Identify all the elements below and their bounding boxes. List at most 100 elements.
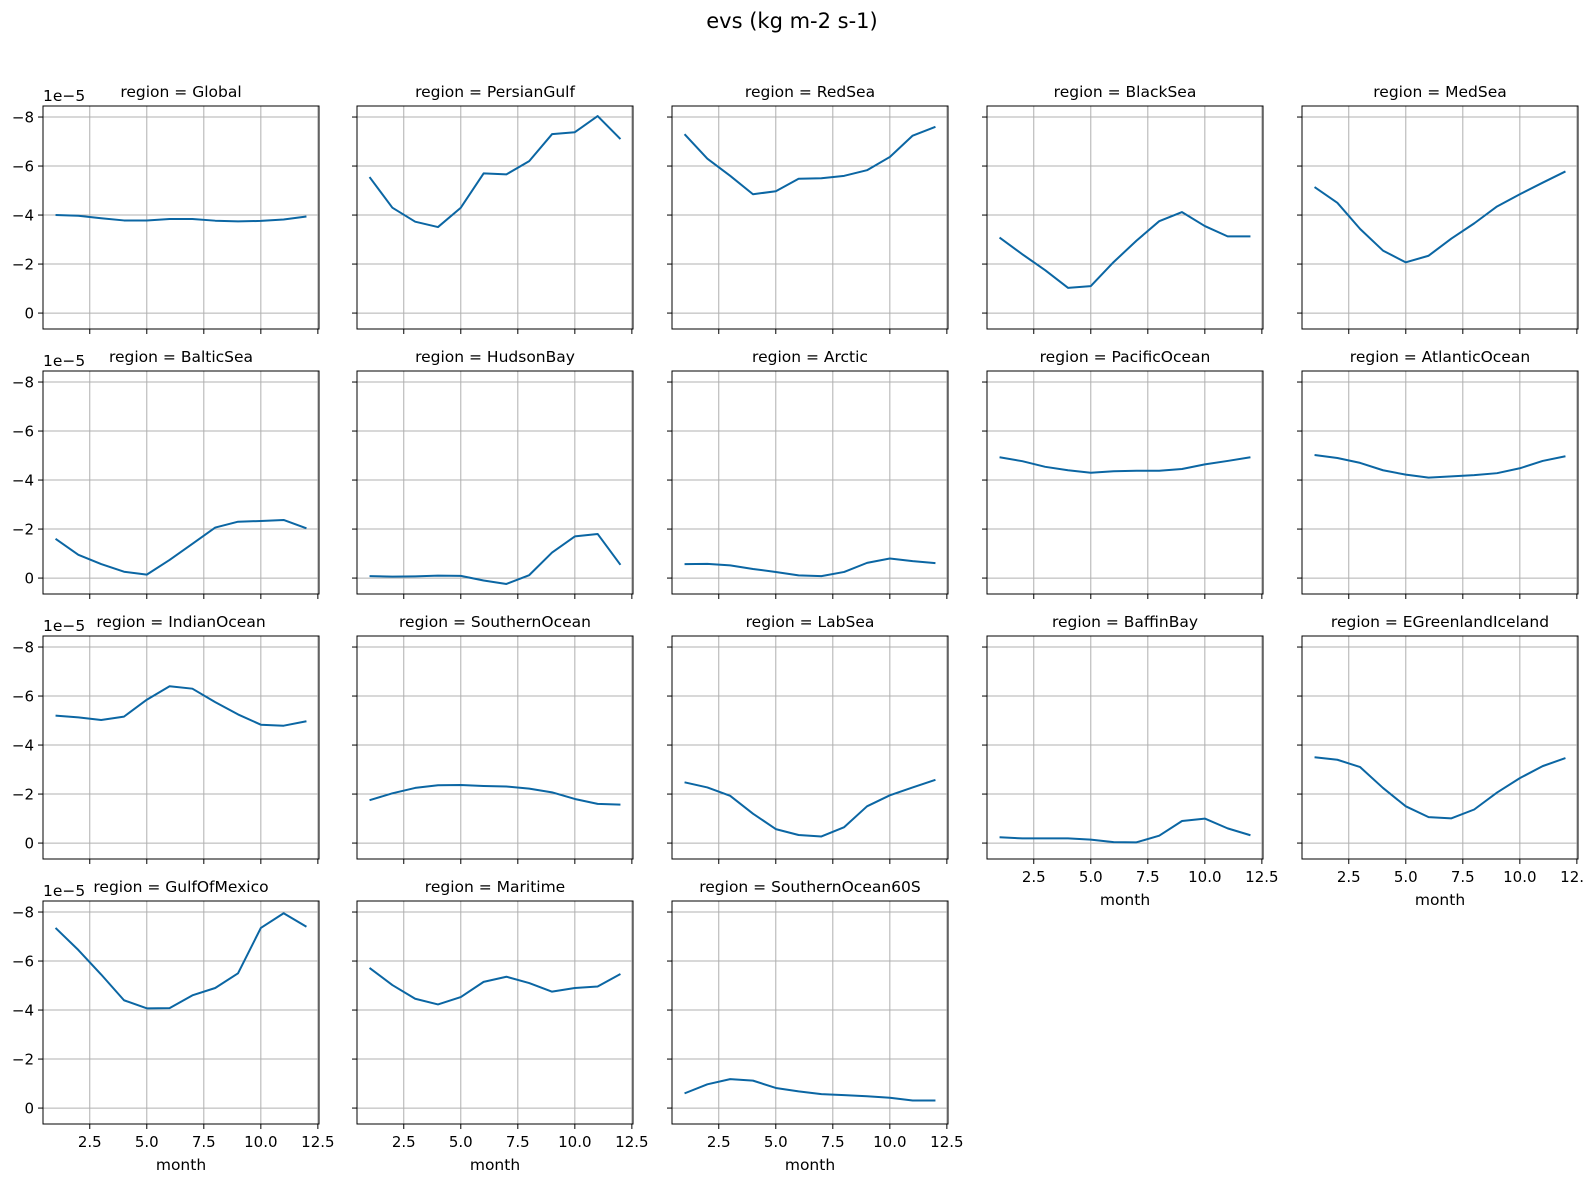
plot-area (1302, 106, 1578, 329)
x-tick-label: 7.5 (1136, 868, 1160, 886)
plot-area (672, 371, 948, 594)
x-tick-label: 12.5 (615, 1133, 648, 1151)
facet-panel: 2.5 5.0 7.5 10.0 12.5 region = Maritime month (352, 878, 649, 1174)
axes-frame (671, 900, 949, 1125)
facet-title: region = Maritime (425, 878, 565, 896)
facet-title: region = SouthernOcean60S (699, 878, 921, 896)
series-line (683, 125, 936, 196)
x-tick-label: 5.0 (1394, 868, 1418, 886)
x-tick-label: 2.5 (392, 1133, 416, 1151)
x-tick-label: 10.0 (244, 1133, 277, 1151)
axes-frame (986, 105, 1264, 330)
facet-panel: region = LabSea (667, 613, 949, 864)
axes-frame (1301, 635, 1579, 860)
x-tick-label: 2.5 (1337, 868, 1361, 886)
y-tick-label: −4 (12, 207, 34, 225)
axes-frame (986, 635, 1264, 860)
y-tick-label: −6 (12, 423, 34, 441)
plot-area (357, 636, 633, 859)
facet-title: region = SouthernOcean (399, 613, 591, 631)
facet-panel: region = MedSea (1297, 83, 1579, 334)
y-tick-label: −2 (12, 1051, 34, 1069)
series-line (684, 557, 936, 578)
plot-area (357, 106, 633, 329)
plot-area (987, 636, 1263, 859)
axes-frame (671, 370, 949, 595)
facet-title: region = HudsonBay (415, 348, 575, 366)
facet-title: region = EGreenlandIceland (1331, 613, 1549, 631)
plot-area (1302, 636, 1578, 859)
x-tick-label: 2.5 (1022, 868, 1046, 886)
series-line (55, 685, 307, 727)
x-tick-label: 10.0 (1503, 868, 1536, 886)
y-tick-label: 0 (24, 570, 34, 588)
plot-area (1302, 371, 1578, 594)
plot-area (43, 636, 319, 859)
x-tick-label: 12.5 (1560, 868, 1584, 886)
facet-panel: region = HudsonBay (352, 348, 634, 599)
plot-area (43, 901, 319, 1124)
y-tick-label: −8 (12, 109, 34, 127)
facet-title: region = Global (120, 83, 241, 101)
axes-frame (671, 635, 949, 860)
axes-frame (356, 370, 634, 595)
series-line (55, 214, 307, 223)
series-line (54, 912, 307, 1010)
y-tick-label: 0 (24, 305, 34, 323)
x-tick-label: 2.5 (78, 1133, 102, 1151)
x-tick-label: 7.5 (506, 1133, 530, 1151)
facet-title: region = GulfOfMexico (93, 878, 268, 896)
series-line (1314, 454, 1566, 479)
plot-area (43, 106, 319, 329)
axes-frame (42, 900, 320, 1125)
x-tick-label: 12.5 (301, 1133, 334, 1151)
y-tick-label: −4 (12, 472, 34, 490)
y-tick-label: −6 (12, 688, 34, 706)
y-tick-label: −2 (12, 256, 34, 274)
facet-panel: 0 −2 −4 −6 −8 1e−5 region = Global (12, 83, 320, 334)
y-offset-label: 1e−5 (43, 352, 85, 370)
plot-area (357, 901, 633, 1124)
y-tick-label: −2 (12, 521, 34, 539)
facet-panel: region = SouthernOcean (352, 613, 634, 864)
y-offset-label: 1e−5 (43, 882, 85, 900)
x-tick-label: 5.0 (135, 1133, 159, 1151)
facet-title: region = MedSea (1373, 83, 1506, 101)
x-tick-label: 12.5 (930, 1133, 963, 1151)
x-tick-label: 7.5 (821, 1133, 845, 1151)
axes-frame (356, 900, 634, 1125)
x-tick-label: 5.0 (764, 1133, 788, 1151)
plot-area (43, 371, 319, 594)
series-line (368, 967, 621, 1006)
plot-area (987, 371, 1263, 594)
y-tick-label: 0 (24, 835, 34, 853)
y-offset-label: 1e−5 (43, 617, 85, 635)
facet-title: region = BalticSea (109, 348, 253, 366)
y-tick-label: −4 (12, 737, 34, 755)
facet-panel: region = PersianGulf (352, 83, 634, 334)
facet-title: region = PacificOcean (1040, 348, 1211, 366)
facet-title: region = RedSea (745, 83, 875, 101)
x-axis-label: month (1100, 891, 1150, 909)
facet-panel: 2.5 5.0 7.5 10.0 12.5 0 −2 −4 −6 −8 1e−5 region = G… (12, 878, 335, 1174)
facet-title: region = BaffinBay (1052, 613, 1198, 631)
series-line (999, 817, 1251, 844)
axes-frame (42, 105, 320, 330)
x-axis-label: month (1415, 891, 1465, 909)
axes-frame (42, 635, 320, 860)
x-axis-label: month (156, 1156, 206, 1174)
series-line (369, 783, 621, 806)
facet-grid: 0 −2 −4 −6 −8 1e−5 region = Global region = Per… (12, 83, 1584, 1174)
plot-area (672, 636, 948, 859)
axes-frame (1301, 105, 1579, 330)
x-axis-label: month (470, 1156, 520, 1174)
plot-area (672, 106, 948, 329)
facet-title: region = LabSea (746, 613, 875, 631)
facet-title: region = IndianOcean (96, 613, 265, 631)
facet-panel: 0 −2 −4 −6 −8 1e−5 region = BalticSea (12, 348, 320, 599)
facet-panel: 2.5 5.0 7.5 10.0 12.5 region = BaffinBay month (982, 613, 1279, 909)
series-line (368, 115, 622, 229)
x-tick-label: 10.0 (1188, 868, 1221, 886)
x-tick-label: 7.5 (192, 1133, 216, 1151)
